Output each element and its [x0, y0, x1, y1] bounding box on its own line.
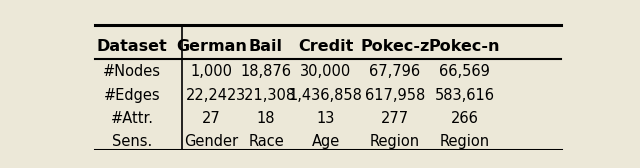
Text: 266: 266: [451, 111, 478, 126]
Text: 321,308: 321,308: [236, 88, 296, 103]
Text: Bail: Bail: [249, 38, 283, 54]
Text: 22,242: 22,242: [186, 88, 237, 103]
Text: Race: Race: [248, 134, 284, 149]
Text: Region: Region: [439, 134, 490, 149]
Text: Pokec-n: Pokec-n: [429, 38, 500, 54]
Text: 13: 13: [316, 111, 335, 126]
Text: German: German: [176, 38, 247, 54]
Text: 1,000: 1,000: [191, 64, 232, 79]
Text: #Nodes: #Nodes: [103, 64, 161, 79]
Text: #Edges: #Edges: [104, 88, 161, 103]
Text: 67,796: 67,796: [369, 64, 420, 79]
Text: 27: 27: [202, 111, 221, 126]
Text: 583,616: 583,616: [435, 88, 495, 103]
Text: Sens.: Sens.: [112, 134, 152, 149]
Text: 66,569: 66,569: [439, 64, 490, 79]
Text: 277: 277: [381, 111, 409, 126]
Text: 30,000: 30,000: [300, 64, 351, 79]
Text: Pokec-z: Pokec-z: [360, 38, 429, 54]
Text: 617,958: 617,958: [365, 88, 425, 103]
Text: Age: Age: [312, 134, 340, 149]
Text: Credit: Credit: [298, 38, 353, 54]
Text: Gender: Gender: [184, 134, 239, 149]
Text: #Attr.: #Attr.: [111, 111, 154, 126]
Text: 1,436,858: 1,436,858: [289, 88, 362, 103]
Text: Region: Region: [370, 134, 420, 149]
Text: Dataset: Dataset: [97, 38, 168, 54]
Text: 18,876: 18,876: [241, 64, 291, 79]
Text: 18: 18: [257, 111, 275, 126]
